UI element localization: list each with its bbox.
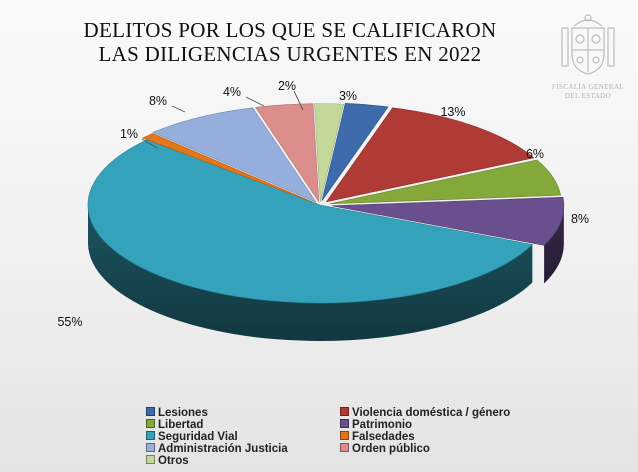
legend-swatch <box>146 455 155 464</box>
chart-title-line-2: LAS DILIGENCIAS URGENTES EN 2022 <box>98 42 482 66</box>
pie-slice-libertad <box>329 159 562 205</box>
legend-swatch <box>146 443 155 452</box>
chart-title-line-1: DELITOS POR LOS QUE SE CALIFICARON <box>83 18 497 42</box>
pie-leader-lines <box>141 90 304 149</box>
pie-data-label: 8% <box>571 212 589 226</box>
legend-item: Falsedades <box>340 431 415 444</box>
pie-slices <box>87 103 565 304</box>
legend-item: Orden público <box>340 443 430 456</box>
legend-item: Violencia doméstica / género <box>340 407 510 420</box>
pie-slice-side-shade <box>88 205 533 342</box>
pie-data-label: 55% <box>57 315 82 329</box>
coat-of-arms-icon <box>561 14 615 75</box>
pie-data-labels: 3% 13% 6% 8% 55% 1% 8% 4% 2% <box>57 79 589 329</box>
logo-caption-line-2: DEL ESTADO <box>564 92 612 100</box>
pie-leader-line <box>141 138 158 149</box>
pie-slice-seguridad-vial <box>87 139 533 304</box>
legend-swatch <box>146 419 155 428</box>
legend-swatch <box>340 431 349 440</box>
pie-data-label: 8% <box>149 94 167 108</box>
pie-data-label: 4% <box>223 85 241 99</box>
pie-data-label: 13% <box>440 105 465 119</box>
legend-label: Orden público <box>352 443 430 455</box>
legend-swatch <box>340 407 349 416</box>
logo-caption: FISCALÍA GENERAL DEL ESTADO <box>548 83 628 101</box>
legend-item: Administración Justicia <box>146 443 288 456</box>
pie-slice-side-shade <box>544 205 564 284</box>
pie-leader-line <box>245 96 265 107</box>
legend-swatch <box>146 431 155 440</box>
pie-data-label: 3% <box>339 89 357 103</box>
pie-data-label: 6% <box>526 147 544 161</box>
legend-label: Falsedades <box>352 431 415 443</box>
legend-item: Otros <box>146 455 189 468</box>
legend-item: Libertad <box>146 419 203 432</box>
logo-caption-line-1: FISCALÍA GENERAL <box>552 83 624 91</box>
fiscalia-logo: FISCALÍA GENERAL DEL ESTADO <box>548 10 628 105</box>
chart-title: DELITOS POR LOS QUE SE CALIFICARON LAS D… <box>40 18 540 66</box>
pie-data-label: 1% <box>120 127 138 141</box>
legend-item: Lesiones <box>146 407 208 420</box>
legend-label: Seguridad Vial <box>158 431 238 443</box>
pie-leader-line <box>171 105 186 113</box>
legend-swatch <box>340 419 349 428</box>
legend-item: Seguridad Vial <box>146 431 238 444</box>
pie-slice-violencia-dom-stica-g-nero <box>325 107 535 203</box>
legend-swatch <box>146 407 155 416</box>
pie-sides <box>88 205 564 342</box>
pie-slice-otros <box>314 103 345 202</box>
pie-data-label: 2% <box>278 79 296 93</box>
pie-leader-line <box>293 90 304 111</box>
legend-item: Patrimonio <box>340 419 412 432</box>
legend-label: Patrimonio <box>352 419 413 431</box>
pie-slice-lesiones <box>321 103 389 202</box>
legend-label: Violencia doméstica / género <box>352 407 511 419</box>
pie-slice-falsedades <box>141 133 316 204</box>
pie-slice-patrimonio <box>331 196 565 246</box>
pie-slice-orden-p-blico <box>255 103 320 203</box>
legend-label: Lesiones <box>158 407 208 419</box>
legend-label: Administración Justicia <box>158 443 288 455</box>
legend-label: Otros <box>158 455 189 467</box>
pie-slice-administraci-n-justicia <box>152 107 317 203</box>
legend-swatch <box>340 443 349 452</box>
legend-label: Libertad <box>158 419 204 431</box>
